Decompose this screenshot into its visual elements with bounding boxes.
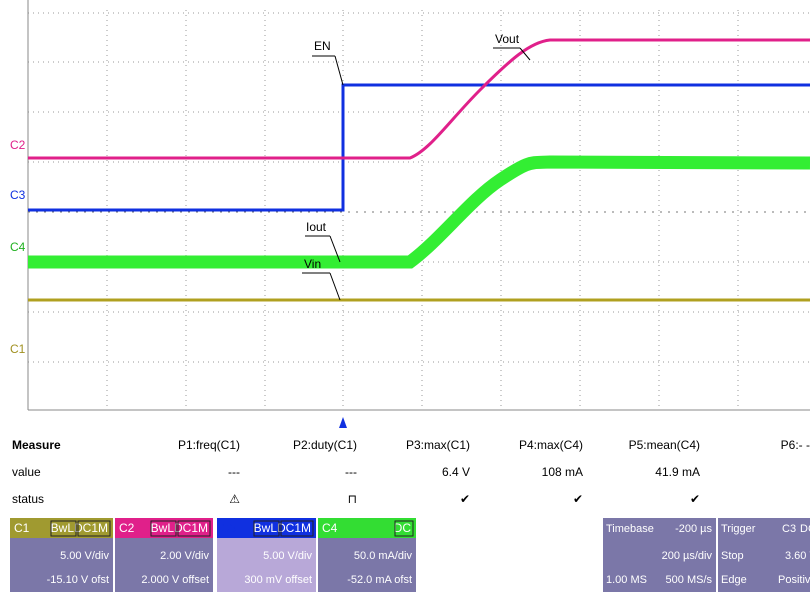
page: C2 C3 C4 C1 EN Vout Iout Vin Measure P1:f… bbox=[0, 0, 810, 592]
timebase-title: Timebase bbox=[606, 523, 654, 535]
marker: C4 bbox=[10, 240, 26, 254]
measure-cell: ⊓ bbox=[348, 492, 357, 506]
trigger-type: Edge bbox=[721, 574, 747, 586]
measure-cell: ✔ bbox=[573, 492, 583, 506]
channel-scale: 2.00 V/div bbox=[160, 550, 209, 562]
annotation: Vout bbox=[495, 32, 520, 46]
trigger-slope: Positive bbox=[778, 574, 810, 586]
annotation: Iout bbox=[306, 220, 327, 234]
channel-tag: BwL bbox=[254, 521, 278, 535]
trigger-coupling: DC bbox=[800, 523, 810, 535]
trigger-mode: Stop bbox=[721, 550, 744, 562]
measure-cell: Measure bbox=[12, 438, 61, 452]
channel-offset: -52.0 mA ofst bbox=[347, 574, 412, 586]
channel-scale: 5.00 V/div bbox=[60, 550, 109, 562]
channel-tag: DC1M bbox=[174, 521, 208, 535]
measure-cell: ✔ bbox=[460, 492, 470, 506]
timebase-scale: 200 µs/div bbox=[662, 550, 713, 562]
channel-scale: 5.00 V/div bbox=[263, 550, 312, 562]
channel-name: C2 bbox=[119, 521, 135, 535]
measure-cell: value bbox=[12, 465, 41, 479]
channel-offset: -15.10 V ofst bbox=[47, 574, 109, 586]
channel-name: C4 bbox=[322, 521, 338, 535]
measure-cell: --- bbox=[345, 465, 357, 479]
channel-tag: BwL bbox=[51, 521, 75, 535]
marker: C1 bbox=[10, 342, 26, 356]
marker: C2 bbox=[10, 138, 26, 152]
measure-table: Measure P1:freq(C1) P2:duty(C1) P3:max(C1) P… bbox=[12, 438, 810, 506]
measure-cell: ⚠ bbox=[229, 492, 240, 506]
channel-tag: DC bbox=[394, 521, 412, 535]
marker: C3 bbox=[10, 188, 26, 202]
scope: C2 C3 C4 C1 EN Vout Iout Vin Measure P1:f… bbox=[0, 0, 810, 592]
measure-cell: 6.4 V bbox=[442, 465, 470, 479]
trigger-source: C3 bbox=[782, 523, 796, 535]
measure-cell: ✔ bbox=[690, 492, 700, 506]
channel-name: C3 bbox=[221, 521, 237, 535]
channel-scale: 50.0 mA/div bbox=[354, 550, 413, 562]
annotation: Vin bbox=[304, 257, 321, 271]
measure-cell: P4:max(C4) bbox=[519, 438, 583, 452]
channel-tag: BwL bbox=[151, 521, 175, 535]
channel-offset: 2.000 V offset bbox=[141, 574, 209, 586]
channel-name: C1 bbox=[14, 521, 30, 535]
measure-cell: status bbox=[12, 492, 44, 506]
measure-cell: P6:- - bbox=[781, 438, 810, 452]
measure-cell: 108 mA bbox=[542, 465, 583, 479]
measure-cell: P5:mean(C4) bbox=[629, 438, 700, 452]
measure-cell: --- bbox=[228, 465, 240, 479]
channel-tag: DC1M bbox=[277, 521, 311, 535]
channel-tag: DC1M bbox=[74, 521, 108, 535]
trigger-marker bbox=[339, 417, 347, 428]
measure-cell: 41.9 mA bbox=[655, 465, 700, 479]
timebase-rate: 500 MS/s bbox=[666, 574, 713, 586]
timebase-samples: 1.00 MS bbox=[606, 574, 647, 586]
timebase-delay: -200 µs bbox=[675, 523, 712, 535]
measure-cell: P1:freq(C1) bbox=[178, 438, 240, 452]
measure-cell: P2:duty(C1) bbox=[293, 438, 357, 452]
channel-offset: 300 mV offset bbox=[244, 574, 312, 586]
measure-cell: P3:max(C1) bbox=[406, 438, 470, 452]
trigger-level: 3.60 V bbox=[785, 550, 810, 562]
trigger-title: Trigger bbox=[721, 523, 756, 535]
annotation: EN bbox=[314, 39, 331, 53]
